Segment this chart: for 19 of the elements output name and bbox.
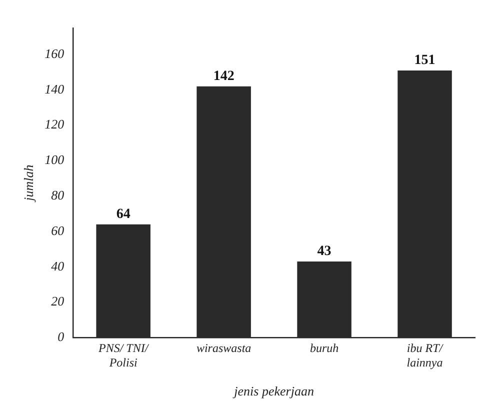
y-tick-label: 60: [51, 222, 65, 238]
y-axis-title: jumlah: [21, 164, 36, 203]
y-tick-label: 140: [44, 81, 65, 96]
y-tick-label: 0: [58, 329, 65, 344]
y-tick-label: 100: [44, 152, 65, 168]
y-tick-label: 40: [51, 258, 65, 274]
y-tick-label: 160: [44, 46, 65, 61]
y-tick-label: 20: [51, 294, 65, 309]
y-tick-label: 120: [44, 116, 65, 132]
x-axis-title: jenis pekerjaan: [232, 384, 314, 399]
data-label: 43: [317, 244, 332, 260]
x-tick-label: wiraswasta: [196, 340, 252, 355]
x-tick-label: buruh: [310, 340, 339, 355]
data-label: 151: [414, 53, 436, 68]
x-tick-label: PNS/ TNI/ Polisi: [97, 340, 150, 370]
data-label: 64: [116, 206, 130, 222]
y-tick-label: 80: [51, 187, 65, 202]
data-label: 142: [213, 68, 234, 84]
x-tick-label: ibu RT/ lainnya: [406, 340, 444, 370]
